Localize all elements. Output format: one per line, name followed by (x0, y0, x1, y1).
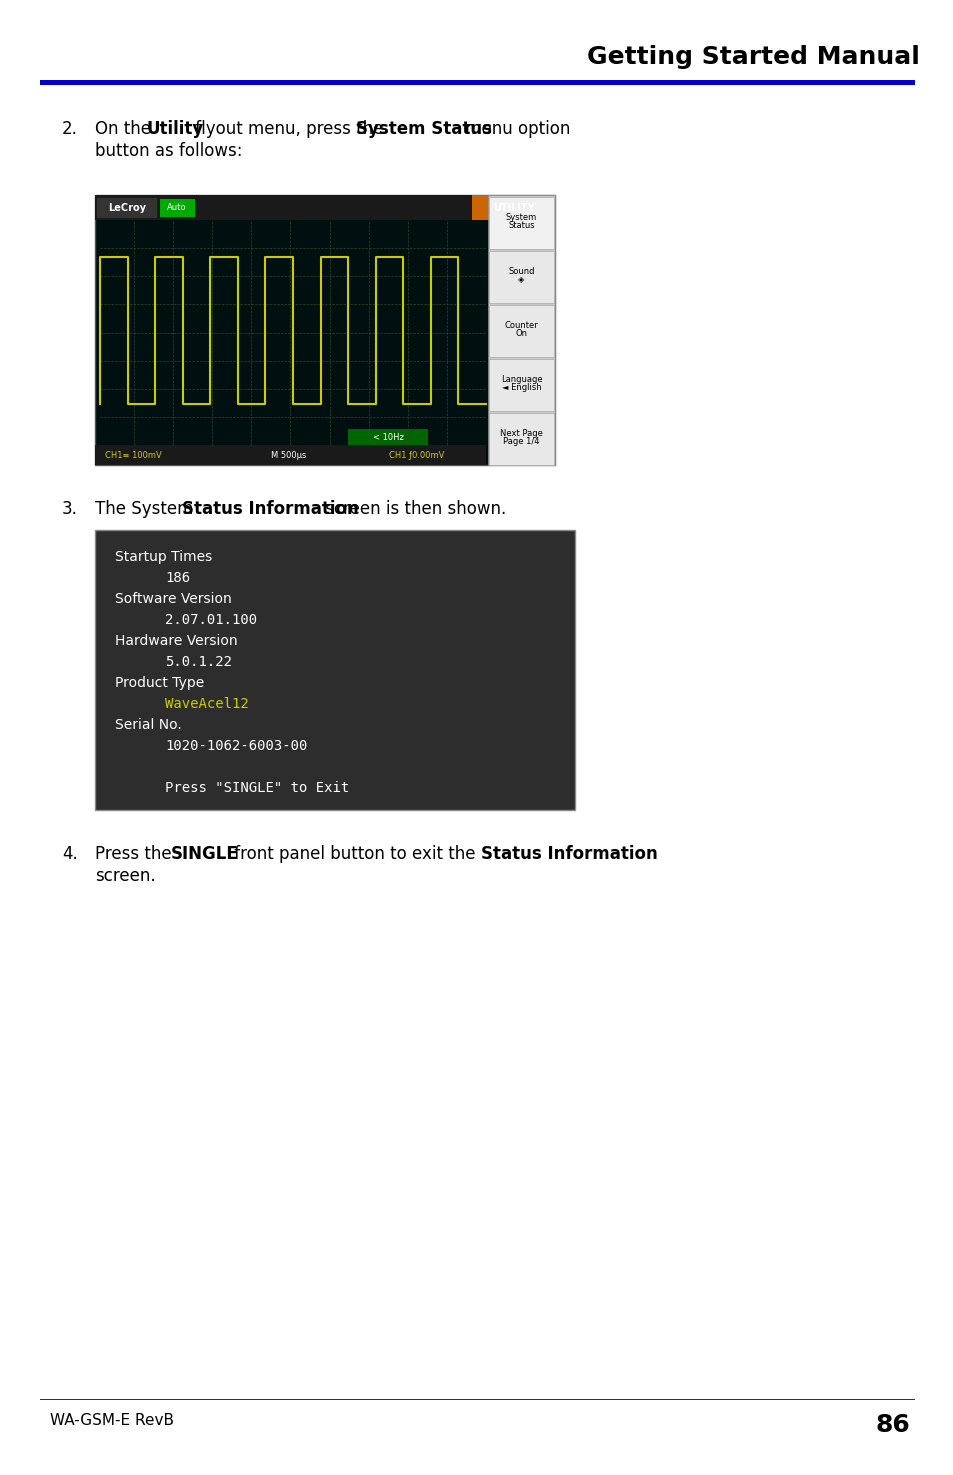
Text: screen.: screen. (95, 867, 155, 885)
Bar (489, 305, 554, 357)
Text: 2.07.01.100: 2.07.01.100 (165, 614, 257, 627)
Text: 2.: 2. (62, 119, 78, 139)
Text: System: System (505, 214, 537, 223)
Text: front panel button to exit the: front panel button to exit the (229, 845, 480, 863)
Bar (489, 251, 554, 302)
Bar (348, 429, 428, 445)
Text: button as follows:: button as follows: (95, 142, 242, 159)
Text: Page 1/4: Page 1/4 (503, 438, 539, 447)
Text: 3.: 3. (62, 500, 78, 518)
Text: Hardware Version: Hardware Version (115, 634, 237, 648)
Text: LeCroy: LeCroy (108, 204, 146, 212)
Text: WaveAcel12: WaveAcel12 (165, 698, 249, 711)
Text: Product Type: Product Type (115, 676, 204, 690)
Bar (489, 198, 554, 249)
Text: screen is then shown.: screen is then shown. (319, 500, 506, 518)
Text: CH1 ƒ0.00mV: CH1 ƒ0.00mV (389, 450, 444, 460)
Text: Software Version: Software Version (115, 591, 232, 606)
Text: System Status: System Status (355, 119, 492, 139)
Text: Startup Times: Startup Times (115, 550, 212, 563)
Text: ◄ English: ◄ English (501, 384, 540, 392)
Bar (97, 198, 157, 218)
Text: WA-GSM-E RevB: WA-GSM-E RevB (50, 1413, 173, 1428)
Text: Press "SINGLE" to Exit: Press "SINGLE" to Exit (165, 780, 349, 795)
Bar (95, 445, 485, 465)
Text: Press the: Press the (95, 845, 176, 863)
Text: Serial No.: Serial No. (115, 718, 182, 732)
Text: 4.: 4. (62, 845, 77, 863)
Text: M 500µs: M 500µs (271, 450, 306, 460)
Text: < 10Hz: < 10Hz (373, 432, 403, 441)
Bar (488, 195, 555, 465)
Text: Auto: Auto (167, 204, 187, 212)
Text: Getting Started Manual: Getting Started Manual (586, 46, 919, 69)
Text: 86: 86 (874, 1413, 909, 1437)
Text: Next Page: Next Page (499, 429, 542, 438)
Text: Language: Language (500, 376, 541, 385)
Text: Utility: Utility (147, 119, 204, 139)
Text: On: On (515, 329, 527, 338)
Text: Status Information: Status Information (480, 845, 657, 863)
Text: flyout menu, press the: flyout menu, press the (190, 119, 388, 139)
Text: ◈: ◈ (517, 276, 524, 285)
Bar (472, 195, 555, 220)
Text: CH1≡ 100mV: CH1≡ 100mV (105, 450, 162, 460)
Bar (489, 413, 554, 465)
Bar (160, 199, 194, 217)
Text: Status Information: Status Information (182, 500, 358, 518)
Text: 186: 186 (165, 571, 190, 586)
Text: On the: On the (95, 119, 156, 139)
Bar (489, 358, 554, 412)
Text: 1020-1062-6003-00: 1020-1062-6003-00 (165, 739, 307, 754)
Bar (95, 195, 555, 220)
Bar (40, 80, 914, 86)
Bar (40, 1398, 914, 1400)
Text: Sound: Sound (508, 267, 535, 276)
Text: 5.0.1.22: 5.0.1.22 (165, 655, 232, 670)
Bar (95, 530, 575, 810)
Text: UTILITY: UTILITY (493, 204, 534, 212)
Text: Status: Status (508, 221, 535, 230)
Bar (95, 195, 555, 465)
Text: menu option: menu option (459, 119, 570, 139)
Text: SINGLE: SINGLE (171, 845, 238, 863)
Text: The System: The System (95, 500, 198, 518)
Text: Counter: Counter (504, 322, 537, 330)
